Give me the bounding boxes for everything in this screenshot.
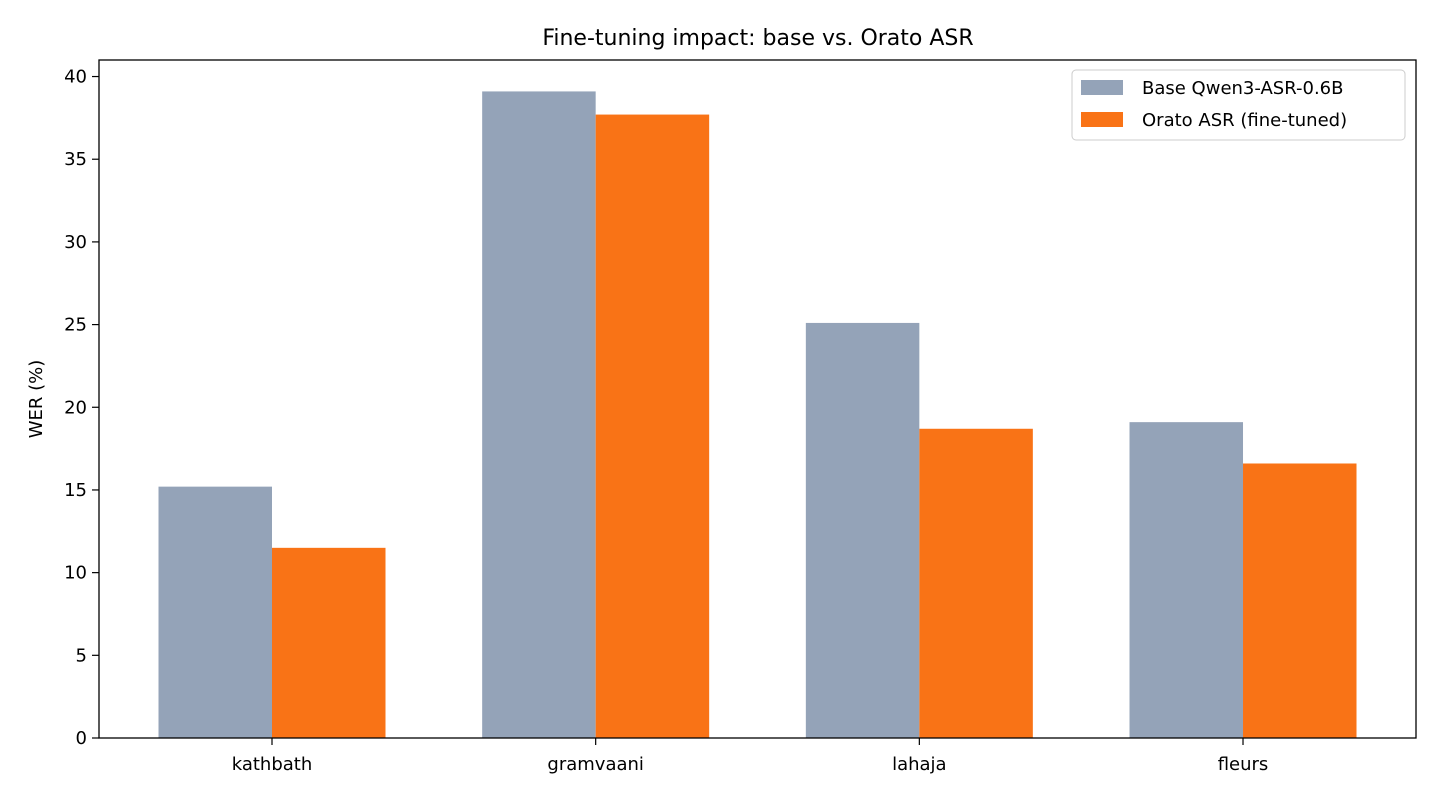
y-tick-label: 10 [64,563,87,584]
y-tick-label: 0 [76,728,87,749]
bar-base-gramvaani [482,91,596,739]
x-tick-label-fleurs: fleurs [1218,754,1269,775]
legend-swatch-base [1081,80,1123,95]
x-tick-label-lahaja: lahaja [892,754,947,775]
y-tick-label: 40 [64,67,87,88]
bar-base-fleurs [1129,422,1244,738]
legend-swatch-orato [1081,112,1123,127]
bars-layer [158,91,1357,739]
bar-orato-fleurs [1243,463,1357,738]
y-tick-label: 15 [64,480,87,501]
legend: Base Qwen3-ASR-0.6B Orato ASR (fine-tune… [1071,69,1406,141]
x-tick-label-gramvaani: gramvaani [547,754,644,775]
y-tick-label: 25 [64,315,87,336]
x-axis-ticks: kathbath gramvaani lahaja fleurs [232,738,1269,775]
x-tick-label-kathbath: kathbath [232,754,313,775]
bar-base-lahaja [805,322,920,738]
bar-base-kathbath [158,486,272,738]
legend-box [1071,69,1406,141]
y-tick-label: 30 [64,232,87,253]
y-tick-label: 35 [64,149,87,170]
legend-label-orato: Orato ASR (fine-tuned) [1142,110,1347,131]
chart-title: Fine-tuning impact: base vs. Orato ASR [542,26,973,51]
bar-orato-gramvaani [595,114,710,738]
y-axis-label: WER (%) [26,360,47,439]
y-tick-label: 20 [64,397,87,418]
y-tick-label: 5 [76,645,87,666]
bar-orato-lahaja [919,428,1033,738]
y-axis-ticks: 0 5 10 15 20 25 30 35 40 [64,67,99,749]
legend-label-base: Base Qwen3-ASR-0.6B [1142,78,1343,99]
bar-orato-kathbath [272,547,386,738]
plot-frame [98,59,1417,739]
